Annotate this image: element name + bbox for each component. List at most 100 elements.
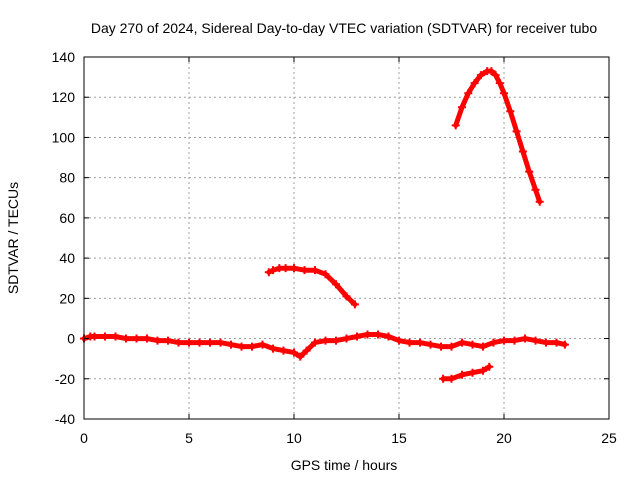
- data-point: [468, 340, 477, 349]
- data-point: [164, 336, 172, 345]
- x-tick-label: 15: [391, 430, 407, 446]
- data-point: [521, 334, 529, 343]
- x-tick-label: 5: [185, 430, 193, 446]
- data-point: [384, 332, 393, 341]
- data-point: [487, 67, 496, 76]
- y-axis-label: SDTVAR / TECUs: [5, 182, 21, 294]
- data-point: [470, 79, 479, 88]
- x-tick-label: 25: [601, 430, 617, 446]
- data-point: [216, 338, 225, 347]
- series-line: [453, 68, 543, 205]
- data-point: [321, 336, 330, 345]
- data-point: [439, 374, 448, 383]
- data-point: [464, 89, 473, 98]
- x-tick-label: 0: [80, 430, 88, 446]
- data-point: [535, 197, 544, 206]
- y-tick-label: 0: [67, 331, 75, 347]
- data-point: [447, 342, 456, 351]
- data-point: [525, 167, 534, 176]
- data-point: [90, 332, 99, 341]
- data-point: [458, 103, 466, 112]
- y-tick-label: 140: [52, 49, 76, 65]
- data-point: [510, 336, 519, 345]
- data-point: [518, 147, 527, 156]
- data-point: [332, 280, 340, 289]
- series-main-track: [80, 330, 569, 361]
- plot-frame: [83, 56, 610, 420]
- data-point: [479, 342, 487, 351]
- grid: [84, 57, 609, 419]
- data-point: [353, 332, 361, 341]
- y-tick-label: 40: [59, 250, 75, 266]
- data-point: [311, 266, 319, 275]
- x-axis-ticks: 0 5 10 15 20 25: [80, 57, 617, 446]
- data-point: [458, 338, 466, 347]
- series-segment-arc: [451, 67, 544, 206]
- data-point: [206, 338, 214, 347]
- data-point: [302, 346, 311, 355]
- data-point: [132, 334, 141, 343]
- data-point: [311, 338, 319, 347]
- chart-title: Day 270 of 2024, Sidereal Day-to-day VTE…: [91, 20, 598, 36]
- data-point: [468, 368, 477, 377]
- data-point: [500, 89, 508, 98]
- data-point: [332, 336, 340, 345]
- data-point: [281, 264, 290, 273]
- data-point: [290, 264, 298, 273]
- data-series: [80, 67, 569, 383]
- data-point: [269, 266, 277, 275]
- data-point: [153, 336, 162, 345]
- data-point: [185, 338, 193, 347]
- data-point: [451, 121, 460, 130]
- data-point: [279, 346, 288, 355]
- data-point: [437, 342, 445, 351]
- data-point: [296, 352, 305, 361]
- data-point: [506, 107, 515, 116]
- data-point: [479, 366, 487, 375]
- data-point: [111, 332, 120, 341]
- data-point: [426, 340, 435, 349]
- y-tick-label: 100: [52, 129, 76, 145]
- data-point: [248, 342, 256, 351]
- y-axis-ticks: -40 -20 0 20 40 60 80 100 120 140: [52, 49, 609, 427]
- series-segment-morning: [264, 264, 359, 309]
- data-point: [485, 362, 494, 371]
- data-point: [489, 338, 498, 347]
- data-point: [512, 127, 521, 136]
- x-tick-label: 10: [286, 430, 302, 446]
- data-point: [264, 268, 273, 277]
- data-point: [269, 344, 277, 353]
- data-point: [342, 292, 351, 301]
- data-point: [290, 348, 298, 357]
- data-point: [300, 266, 309, 275]
- data-point: [174, 338, 183, 347]
- data-point: [495, 79, 504, 88]
- data-point: [101, 332, 109, 341]
- y-tick-label: 120: [52, 89, 76, 105]
- data-point: [458, 370, 466, 379]
- data-point: [395, 336, 403, 345]
- y-tick-label: -20: [55, 371, 75, 387]
- data-point: [363, 330, 372, 339]
- series-line: [266, 265, 358, 307]
- y-tick-label: 80: [59, 170, 75, 186]
- x-tick-label: 20: [496, 430, 512, 446]
- data-point: [227, 340, 235, 349]
- data-point: [542, 338, 550, 347]
- data-point: [237, 342, 246, 351]
- data-point: [500, 336, 508, 345]
- data-point: [258, 340, 267, 349]
- data-point: [143, 334, 151, 343]
- data-point: [531, 185, 540, 194]
- data-point: [405, 338, 414, 347]
- data-point: [321, 270, 330, 279]
- data-point: [195, 338, 204, 347]
- y-tick-label: 20: [59, 290, 75, 306]
- data-point: [416, 338, 424, 347]
- data-point: [342, 334, 351, 343]
- x-axis-label: GPS time / hours: [291, 457, 398, 473]
- data-point: [350, 300, 359, 309]
- data-point: [122, 334, 130, 343]
- data-point: [476, 71, 485, 80]
